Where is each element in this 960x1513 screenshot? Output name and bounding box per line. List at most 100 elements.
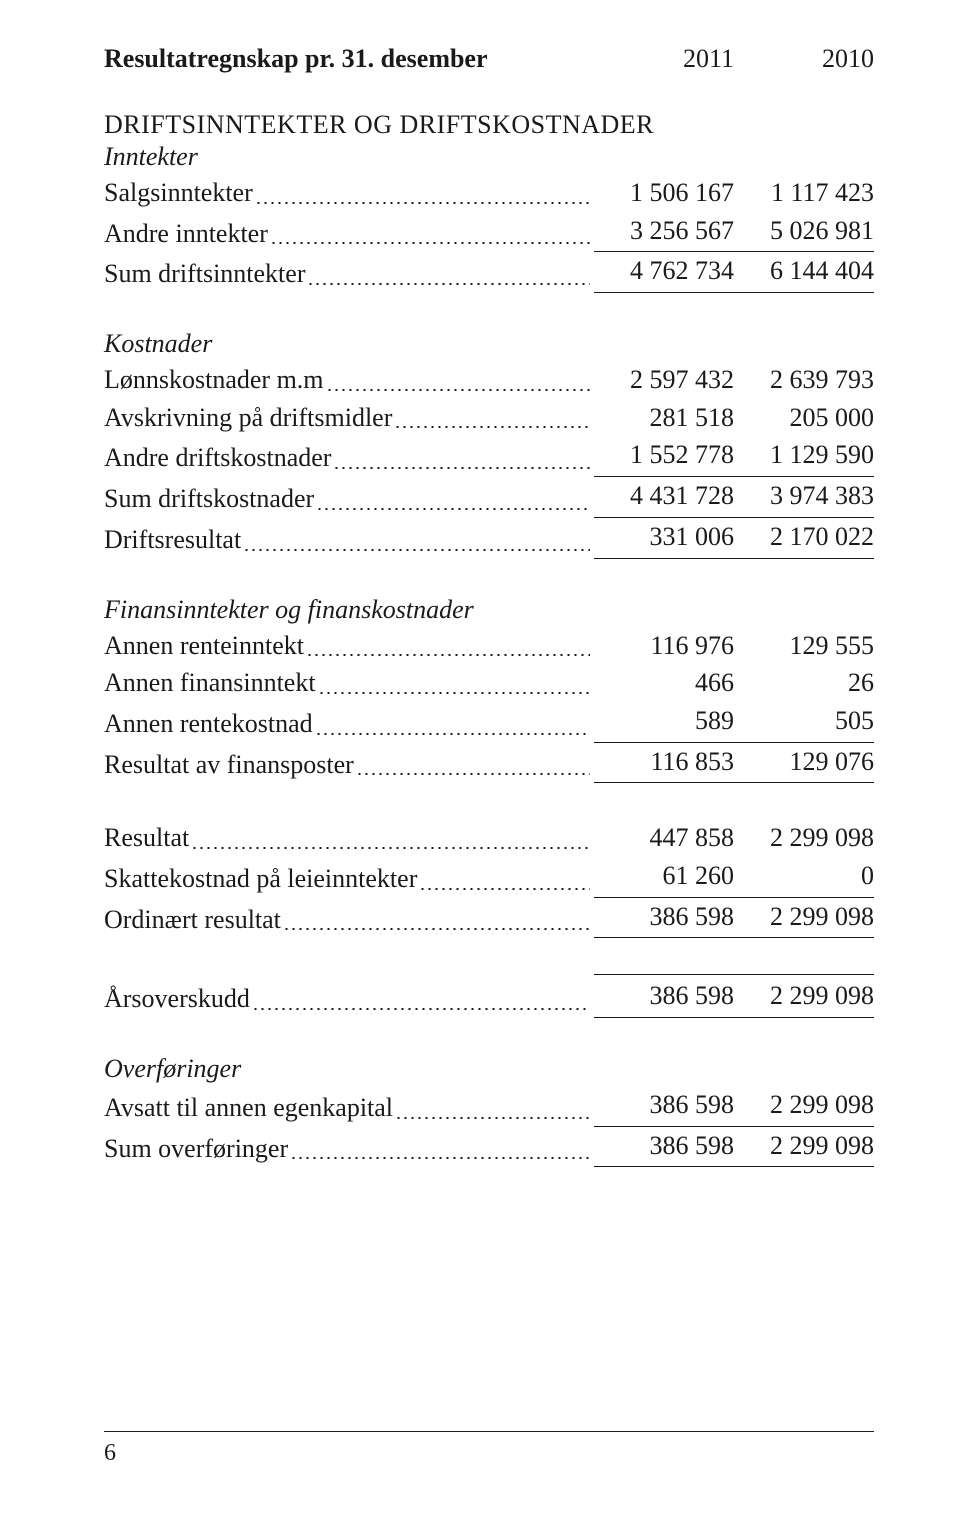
label: Salgsinntekter — [104, 174, 253, 212]
row-annen-renteinntekt: Annen renteinntekt 116 976 129 555 — [104, 627, 874, 665]
leader-dots — [316, 506, 590, 512]
leader-dots — [326, 387, 590, 393]
value-2010: 0 — [734, 857, 874, 898]
label: Sum driftsinntekter — [104, 255, 305, 293]
value-2011: 4 431 728 — [594, 477, 734, 518]
leader-dots — [395, 1115, 590, 1121]
value-2010: 129 076 — [734, 743, 874, 784]
year-column-1: 2011 — [594, 44, 734, 74]
value-2011: 589 — [594, 702, 734, 743]
value-2010: 129 555 — [734, 627, 874, 665]
label: Ordinært resultat — [104, 901, 281, 939]
value-2011: 386 598 — [594, 1127, 734, 1168]
leader-dots — [307, 281, 590, 287]
leader-dots — [255, 200, 590, 206]
value-2011: 116 853 — [594, 743, 734, 784]
row-arsoverskudd: Årsoverskudd 386 598 2 299 098 — [104, 974, 874, 1018]
label: Lønnskostnader m.m — [104, 361, 324, 399]
row-resultat: Resultat 447 858 2 299 098 — [104, 819, 874, 857]
row-andre-inntekter: Andre inntekter 3 256 567 5 026 981 — [104, 212, 874, 253]
label: Annen renteinntekt — [104, 627, 304, 665]
label: Sum overføringer — [104, 1130, 288, 1168]
value-2011: 386 598 — [594, 898, 734, 939]
label: Avsatt til annen egenkapital — [104, 1089, 393, 1127]
leader-dots — [191, 845, 590, 851]
row-andre-driftskostnader: Andre driftskostnader 1 552 778 1 129 59… — [104, 436, 874, 477]
row-resultat-finansposter: Resultat av finansposter 116 853 129 076 — [104, 743, 874, 784]
leader-dots — [315, 731, 590, 737]
value-2011: 281 518 — [594, 399, 734, 437]
income-statement-page: Resultatregnskap pr. 31. desember 2011 2… — [0, 0, 960, 1513]
row-lonnskostnader: Lønnskostnader m.m 2 597 432 2 639 793 — [104, 361, 874, 399]
page-footer: 6 — [104, 1431, 874, 1467]
value-2010: 2 639 793 — [734, 361, 874, 399]
value-2010: 2 299 098 — [734, 819, 874, 857]
label: Resultat av finansposter — [104, 746, 354, 784]
value-2010: 6 144 404 — [734, 252, 874, 293]
label: Andre inntekter — [104, 215, 268, 253]
value-2011: 4 762 734 — [594, 252, 734, 293]
section-finans: Finansinntekter og finanskostnader — [104, 595, 874, 625]
section-inntekter: Inntekter — [104, 142, 874, 172]
label: Driftsresultat — [104, 521, 241, 559]
row-salgsinntekter: Salgsinntekter 1 506 167 1 117 423 — [104, 174, 874, 212]
row-ordinaert-resultat: Ordinært resultat 386 598 2 299 098 — [104, 898, 874, 939]
value-2010: 1 129 590 — [734, 436, 874, 477]
value-2011: 331 006 — [594, 518, 734, 559]
leader-dots — [333, 465, 590, 471]
section-kostnader: Kostnader — [104, 329, 874, 359]
leader-dots — [419, 886, 590, 892]
label: Skattekostnad på leieinntekter — [104, 860, 417, 898]
value-2010: 205 000 — [734, 399, 874, 437]
leader-dots — [306, 652, 590, 658]
value-2011: 447 858 — [594, 819, 734, 857]
leader-dots — [270, 240, 590, 246]
label: Resultat — [104, 819, 189, 857]
row-sum-driftsinntekter: Sum driftsinntekter 4 762 734 6 144 404 — [104, 252, 874, 293]
value-2011: 386 598 — [594, 974, 734, 1018]
row-skattekostnad: Skattekostnad på leieinntekter 61 260 0 — [104, 857, 874, 898]
row-avskrivning: Avskrivning på driftsmidler 281 518 205 … — [104, 399, 874, 437]
footer-rule — [104, 1431, 874, 1432]
value-2010: 2 299 098 — [734, 1127, 874, 1168]
value-2011: 2 597 432 — [594, 361, 734, 399]
section-overforinger: Overføringer — [104, 1054, 874, 1084]
row-avsatt-egenkapital: Avsatt til annen egenkapital 386 598 2 2… — [104, 1086, 874, 1127]
label: Andre driftskostnader — [104, 439, 331, 477]
value-2010: 2 299 098 — [734, 1086, 874, 1127]
value-2010: 1 117 423 — [734, 174, 874, 212]
page-title: Resultatregnskap pr. 31. desember — [104, 44, 594, 74]
leader-dots — [283, 926, 590, 932]
leader-dots — [356, 771, 590, 777]
value-2011: 386 598 — [594, 1086, 734, 1127]
value-2010: 3 974 383 — [734, 477, 874, 518]
leader-dots — [318, 690, 590, 696]
row-driftsresultat: Driftsresultat 331 006 2 170 022 — [104, 518, 874, 559]
leader-dots — [243, 547, 590, 553]
row-annen-finansinntekt: Annen finansinntekt 466 26 — [104, 664, 874, 702]
leader-dots — [290, 1155, 590, 1161]
value-2011: 3 256 567 — [594, 212, 734, 253]
leader-dots — [394, 424, 590, 430]
value-2011: 466 — [594, 664, 734, 702]
value-2011: 116 976 — [594, 627, 734, 665]
row-sum-driftskostnader: Sum driftskostnader 4 431 728 3 974 383 — [104, 477, 874, 518]
label: Avskrivning på driftsmidler — [104, 399, 392, 437]
section-driftsinntekter-caption: DRIFTSINNTEKTER OG DRIFTSKOSTNADER — [104, 110, 874, 140]
row-annen-rentekostnad: Annen rentekostnad 589 505 — [104, 702, 874, 743]
label: Sum driftskostnader — [104, 480, 314, 518]
leader-dots — [252, 1006, 590, 1012]
value-2011: 1 506 167 — [594, 174, 734, 212]
value-2010: 26 — [734, 664, 874, 702]
row-sum-overforinger: Sum overføringer 386 598 2 299 098 — [104, 1127, 874, 1168]
page-number: 6 — [104, 1440, 874, 1467]
label: Annen finansinntekt — [104, 664, 316, 702]
value-2010: 2 299 098 — [734, 898, 874, 939]
value-2010: 2 170 022 — [734, 518, 874, 559]
value-2010: 2 299 098 — [734, 974, 874, 1018]
label: Årsoverskudd — [104, 980, 250, 1018]
value-2010: 505 — [734, 702, 874, 743]
value-2011: 61 260 — [594, 857, 734, 898]
value-2011: 1 552 778 — [594, 436, 734, 477]
label: Annen rentekostnad — [104, 705, 313, 743]
